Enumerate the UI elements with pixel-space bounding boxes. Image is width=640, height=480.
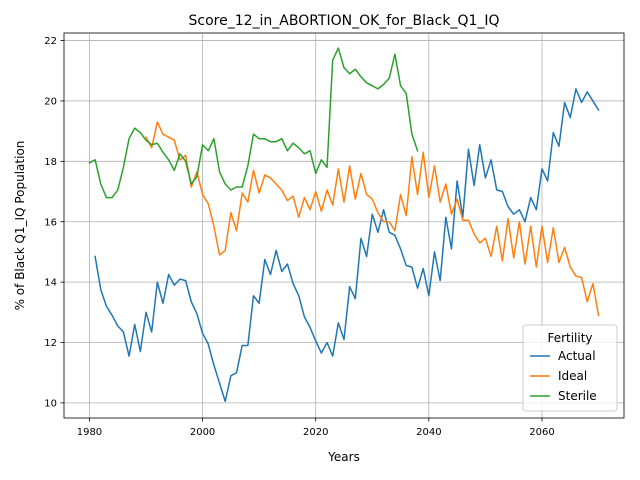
series-line-ideal: [145, 121, 600, 317]
y-tick-label: 12: [44, 338, 57, 349]
x-tick: 1980: [77, 418, 102, 438]
x-tick: 2000: [190, 418, 215, 438]
legend-item-ideal: Ideal: [530, 369, 587, 383]
legend-frame: [522, 324, 618, 412]
x-tick: 2040: [416, 418, 442, 438]
y-tick: 18: [44, 157, 64, 168]
legend: Fertility Actual Ideal Sterile: [522, 324, 618, 412]
x-tick: 2060: [529, 418, 555, 438]
y-tick-label: 22: [44, 36, 57, 47]
y-axis-label: % of Black Q1_IQ Population: [13, 141, 27, 311]
x-tick-label: 2040: [416, 427, 441, 438]
x-axis: 1980 2000 2020 2040 2060: [77, 418, 555, 438]
y-tick: 16: [44, 217, 64, 228]
y-tick: 10: [44, 399, 64, 410]
x-tick-label: 1980: [77, 427, 102, 438]
y-tick: 20: [44, 97, 64, 108]
legend-label: Sterile: [558, 389, 597, 403]
y-tick: 12: [44, 338, 64, 349]
x-tick-label: 2000: [190, 427, 215, 438]
plot-frame: [63, 32, 625, 419]
y-tick-label: 14: [44, 278, 57, 289]
grid: [64, 33, 624, 418]
legend-title: Fertility: [547, 331, 592, 345]
x-tick: 2020: [303, 418, 328, 438]
legend-label: Ideal: [558, 369, 587, 383]
y-tick: 14: [44, 278, 64, 289]
y-axis: 10 12 14 16 18 20 22: [44, 36, 64, 410]
legend-item-actual: Actual: [530, 349, 596, 363]
y-tick-label: 16: [44, 217, 57, 228]
y-tick-label: 10: [44, 399, 57, 410]
legend-label: Actual: [558, 349, 596, 363]
x-axis-label: Years: [327, 450, 360, 464]
y-tick-label: 18: [44, 157, 57, 168]
x-tick-label: 2060: [529, 427, 554, 438]
series-line-sterile: [88, 47, 419, 199]
y-tick-label: 20: [44, 97, 57, 108]
chart-title: Score_12_in_ABORTION_OK_for_Black_Q1_IQ: [188, 13, 499, 29]
series-layer: [88, 47, 600, 403]
legend-item-sterile: Sterile: [530, 389, 597, 403]
y-tick: 22: [44, 36, 64, 47]
x-tick-label: 2020: [303, 427, 328, 438]
series-line-actual: [94, 88, 600, 403]
